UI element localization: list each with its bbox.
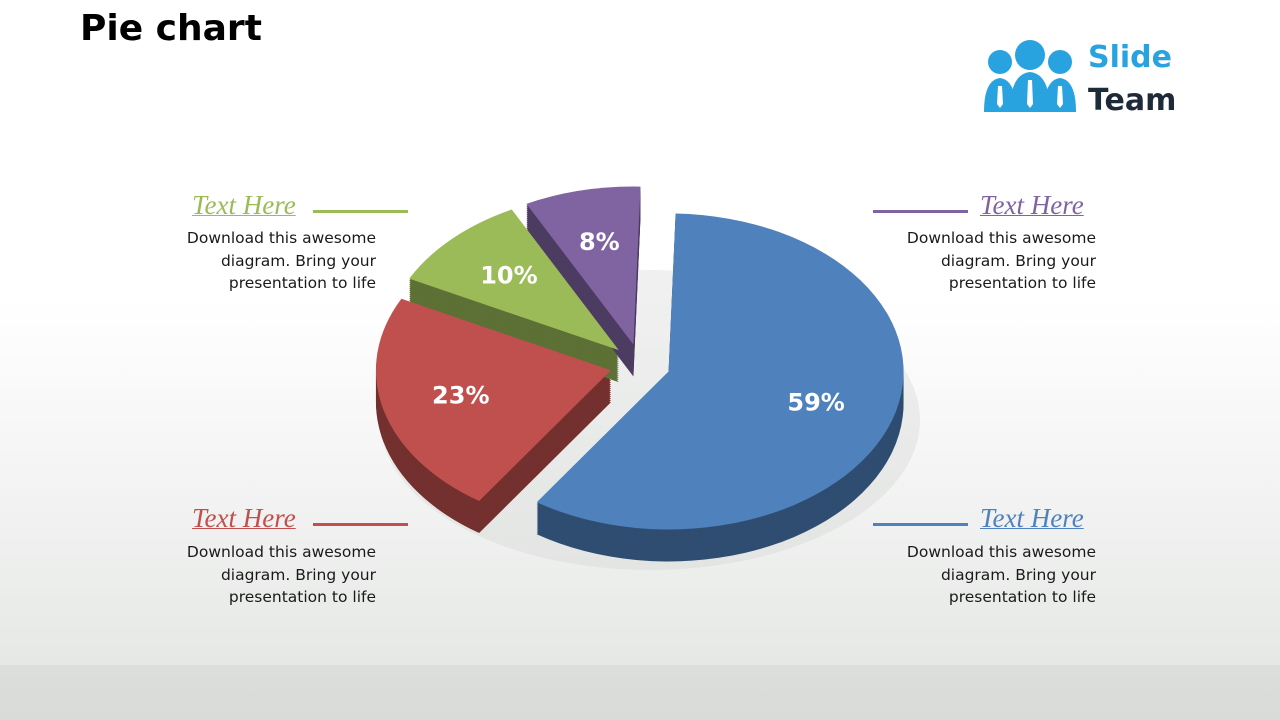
callout-heading: Text Here bbox=[192, 503, 296, 533]
callout-rule bbox=[873, 523, 968, 526]
slide-title: Pie chart bbox=[80, 8, 262, 49]
value-label: 8% bbox=[579, 228, 620, 256]
callout-body: Download this awesome diagram. Bring you… bbox=[906, 543, 1096, 606]
callout-rule bbox=[873, 210, 968, 213]
callout-heading: Text Here bbox=[980, 190, 1084, 220]
value-label: 10% bbox=[480, 262, 537, 290]
slice bbox=[536, 213, 904, 530]
callout-heading: Text Here bbox=[980, 503, 1084, 533]
callout-rule bbox=[313, 210, 408, 213]
logo-text: Slide bbox=[1088, 40, 1172, 75]
callout-heading: Text Here bbox=[192, 190, 296, 220]
slice bbox=[375, 298, 611, 502]
value-label: 23% bbox=[432, 381, 489, 409]
slice bbox=[526, 186, 641, 345]
value-label: 59% bbox=[787, 389, 844, 417]
callout-body: Download this awesome diagram. Bring you… bbox=[186, 229, 376, 292]
logo-text: Team bbox=[1088, 83, 1177, 118]
slice bbox=[409, 209, 619, 351]
logo-icon bbox=[984, 40, 1076, 112]
callout-body: Download this awesome diagram. Bring you… bbox=[186, 543, 376, 606]
callout-rule bbox=[313, 523, 408, 526]
callout-body: Download this awesome diagram. Bring you… bbox=[906, 229, 1096, 292]
pie: 59% 23% 10% 8% bbox=[375, 186, 904, 562]
